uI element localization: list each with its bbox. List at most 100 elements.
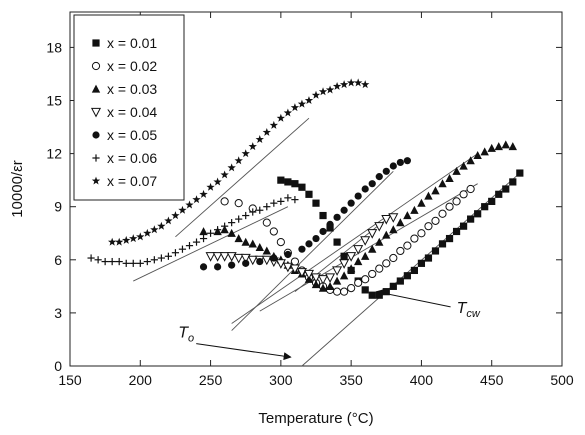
- annotation-sub: o: [188, 333, 194, 345]
- data-point: [262, 246, 271, 255]
- data-point: [298, 183, 306, 191]
- data-point: [234, 156, 243, 165]
- data-point: [235, 215, 243, 223]
- data-point: [214, 263, 222, 271]
- y-tick-label: 18: [46, 39, 62, 55]
- data-point: [233, 253, 244, 264]
- data-point: [248, 142, 257, 151]
- data-point: [284, 250, 292, 259]
- data-point: [396, 277, 404, 285]
- data-point: [459, 190, 468, 199]
- data-point: [340, 287, 349, 296]
- data-point: [509, 178, 517, 186]
- data-point: [346, 78, 356, 87]
- data-point: [290, 103, 300, 112]
- x-tick-label: 250: [199, 372, 223, 388]
- data-point: [368, 269, 377, 279]
- data-point: [374, 222, 385, 232]
- data-point: [296, 268, 307, 278]
- data-point: [261, 255, 272, 266]
- fit-line: [231, 153, 478, 324]
- data-point: [346, 264, 356, 273]
- data-point: [347, 199, 355, 207]
- y-axis-title: 10000/εr: [9, 160, 26, 218]
- data-point: [241, 237, 250, 246]
- data-point: [340, 206, 348, 214]
- data-point: [368, 291, 376, 299]
- data-point: [319, 227, 327, 236]
- data-point: [488, 197, 496, 205]
- data-point: [382, 259, 391, 268]
- data-point: [452, 197, 461, 206]
- data-point: [325, 281, 335, 290]
- x-axis-title: Temperature (°C): [258, 410, 373, 427]
- data-point: [382, 167, 390, 175]
- data-point: [417, 198, 426, 207]
- data-point: [199, 263, 208, 271]
- series-7: [107, 78, 370, 246]
- data-point: [310, 273, 322, 283]
- data-point: [256, 206, 264, 214]
- data-point: [249, 208, 257, 216]
- data-point: [289, 264, 300, 275]
- data-point: [205, 252, 216, 262]
- data-point: [368, 244, 377, 253]
- data-point: [403, 241, 412, 250]
- legend-label: x = 0.06: [107, 150, 157, 166]
- data-point: [361, 286, 369, 294]
- data-point: [270, 199, 278, 207]
- data-point: [459, 161, 468, 170]
- data-point: [178, 205, 187, 214]
- data-point: [325, 85, 335, 94]
- data-point: [353, 257, 363, 266]
- data-point: [178, 245, 187, 253]
- data-point: [199, 189, 208, 198]
- data-point: [94, 256, 102, 264]
- data-point: [269, 227, 278, 236]
- legend-marker: [92, 154, 100, 162]
- data-point: [164, 216, 173, 225]
- data-point: [283, 108, 293, 117]
- data-point: [326, 220, 334, 228]
- data-point: [339, 271, 349, 280]
- data-point: [516, 169, 524, 177]
- data-point: [247, 255, 258, 266]
- data-point: [389, 162, 397, 170]
- annotation-arrow: [375, 289, 451, 308]
- data-point: [206, 229, 215, 237]
- data-point: [282, 262, 293, 273]
- data-point: [220, 170, 229, 179]
- x-tick-label: 350: [339, 372, 363, 388]
- data-point: [332, 287, 342, 296]
- data-point: [122, 259, 130, 267]
- data-point: [410, 266, 418, 275]
- legend-item: x = 0.07: [91, 173, 157, 189]
- data-point: [318, 275, 329, 285]
- data-point: [508, 142, 517, 151]
- legend-label: x = 0.04: [107, 104, 157, 120]
- data-point: [403, 157, 411, 165]
- y-tick-label: 6: [54, 252, 62, 268]
- data-point: [332, 266, 343, 276]
- data-point: [199, 234, 208, 243]
- data-point: [340, 252, 348, 260]
- annotation-arrow: [196, 343, 292, 361]
- data-point: [199, 227, 208, 236]
- legend-label: x = 0.01: [107, 35, 157, 51]
- data-point: [361, 80, 370, 89]
- data-point: [213, 177, 222, 186]
- data-point: [424, 254, 433, 262]
- data-point: [347, 284, 356, 293]
- data-point: [445, 202, 454, 211]
- data-point: [262, 127, 271, 136]
- legend-marker: [92, 131, 100, 139]
- series-6: [87, 194, 299, 267]
- data-point: [311, 90, 321, 99]
- data-point: [431, 186, 440, 195]
- data-point: [303, 269, 314, 280]
- data-point: [382, 230, 391, 239]
- data-point: [466, 184, 475, 194]
- data-point: [192, 238, 201, 246]
- data-point: [248, 239, 257, 248]
- annotation-sub: cw: [466, 308, 481, 320]
